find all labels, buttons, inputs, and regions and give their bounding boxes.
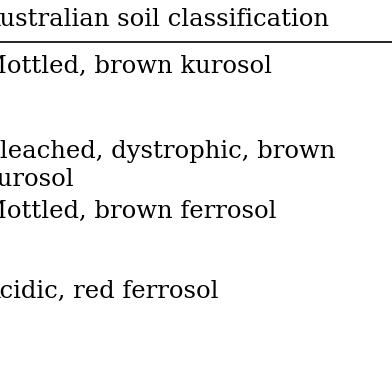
Text: Australian soil classification: Australian soil classification bbox=[0, 8, 329, 31]
Text: Mottled, brown ferrosol: Mottled, brown ferrosol bbox=[0, 200, 276, 223]
Text: Acidic, red ferrosol: Acidic, red ferrosol bbox=[0, 280, 218, 303]
Text: Mottled, brown kurosol: Mottled, brown kurosol bbox=[0, 55, 272, 78]
Text: Bleached, dystrophic, brown
kurosol: Bleached, dystrophic, brown kurosol bbox=[0, 140, 336, 191]
